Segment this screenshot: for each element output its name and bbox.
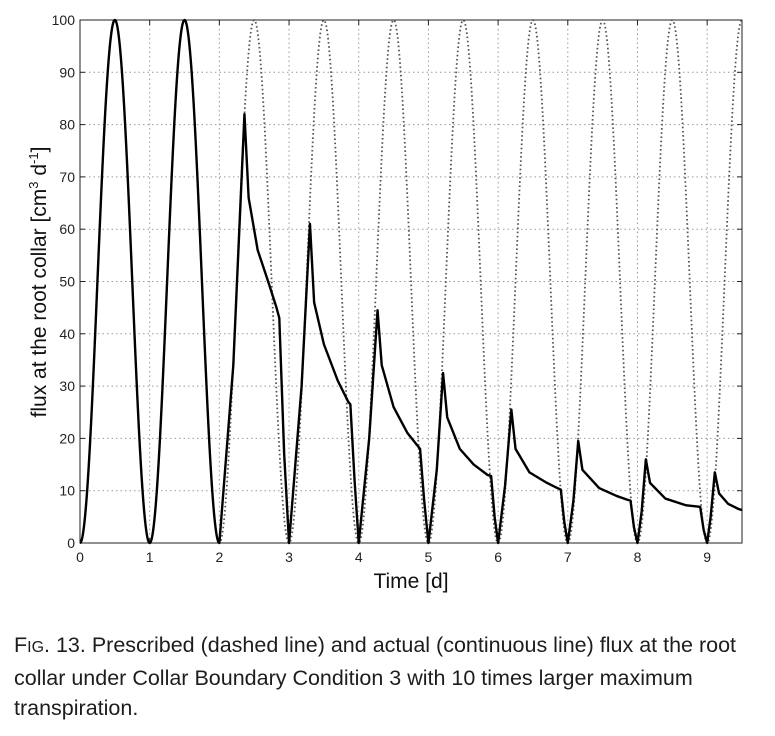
y-axis-title-sup2: -1: [26, 152, 41, 164]
y-tick-label: 30: [59, 378, 75, 394]
caption-text: . 13. Prescribed (dashed line) and actua…: [14, 633, 737, 720]
prescribed-flux-dashed-line: [79, 18, 743, 545]
y-tick-label: 90: [59, 64, 75, 80]
y-tick-label: 60: [59, 221, 75, 237]
y-axis-title-main: flux at the root collar [cm: [28, 189, 51, 418]
x-tick-label: 0: [76, 549, 84, 565]
x-tick-label: 8: [634, 549, 642, 565]
x-tick-label: 6: [494, 549, 502, 565]
y-tick-labels: 0 10 20 30 40 50 60 70 80 90 100: [52, 12, 76, 551]
x-tick-label: 2: [215, 549, 223, 565]
y-axis-title-mid: d: [28, 164, 51, 182]
y-tick-label: 10: [59, 483, 75, 499]
x-tick-labels: 0 1 2 3 4 5 6 7 8 9: [76, 549, 711, 565]
y-axis-title-end: ]: [28, 147, 51, 153]
x-axis-title: Time [d]: [373, 570, 448, 593]
actual-flux-solid-line: [79, 18, 743, 545]
y-tick-label: 50: [59, 274, 75, 290]
y-tick-label: 0: [67, 535, 75, 551]
y-tick-label: 80: [59, 117, 75, 133]
y-tick-label: 70: [59, 169, 75, 185]
x-tick-label: 7: [564, 549, 572, 565]
y-axis-title-sup1: 3: [26, 181, 41, 188]
caption-prefix-small: IG: [27, 639, 45, 656]
y-tick-label: 20: [59, 430, 75, 446]
y-tick-label: 40: [59, 326, 75, 342]
x-tick-label: 4: [355, 549, 363, 565]
x-tick-label: 3: [285, 549, 293, 565]
x-tick-label: 5: [425, 549, 433, 565]
caption-prefix: F: [14, 633, 28, 657]
x-tick-label: 9: [703, 549, 711, 565]
figure-caption: FIG. 13. Prescribed (dashed line) and ac…: [14, 630, 766, 723]
chart: 0 1 2 3 4 5 6 7 8 9 0 10 20 30 40 50 60 70 80 90 100 Time […: [26, 12, 743, 593]
x-tick-label: 1: [146, 549, 154, 565]
y-tick-label: 100: [52, 12, 76, 28]
y-axis-title: flux at the root collar [cm3 d-1]: [26, 147, 51, 418]
grid: [80, 20, 742, 543]
